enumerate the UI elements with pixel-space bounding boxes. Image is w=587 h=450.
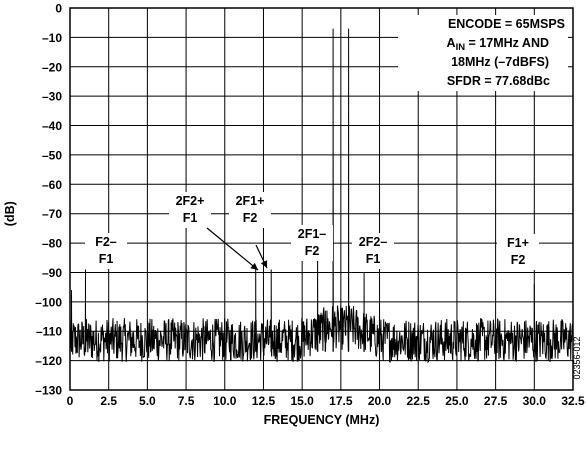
spectrum-group bbox=[69, 28, 574, 364]
annotation-label: F2 bbox=[511, 253, 526, 267]
info-line-1: ENCODE = 65MSPS bbox=[448, 17, 565, 31]
info-box: ENCODE = 65MSPS AIN = 17MHz AND 18MHz (–… bbox=[398, 15, 568, 91]
info-line-2-rest: = 17MHz AND bbox=[465, 36, 549, 50]
annotations: F2– F1 2F2+ F1 2F1+ F2 2F1– F2 2F2– F1 F1+ F2 bbox=[85, 192, 539, 271]
annotation-background bbox=[229, 192, 271, 228]
x-tick-label: 10.0 bbox=[213, 394, 237, 408]
y-tick-label: –40 bbox=[42, 119, 62, 133]
info-line-4: SFDR = 77.68dBc bbox=[447, 74, 550, 88]
annotation-background bbox=[85, 233, 127, 269]
info-line-2: AIN = 17MHz AND bbox=[447, 36, 549, 53]
annotation-arrow bbox=[206, 227, 259, 271]
y-tick-label: –110 bbox=[36, 325, 62, 339]
x-tick-label: 17.5 bbox=[329, 394, 353, 408]
x-tick-label: 30.0 bbox=[523, 394, 547, 408]
y-tick-label: 0 bbox=[55, 2, 62, 16]
x-tick-label: 7.5 bbox=[178, 394, 195, 408]
x-tick-label: 15.0 bbox=[290, 394, 314, 408]
spectrum-trace bbox=[69, 28, 574, 364]
y-tick-label: –90 bbox=[42, 266, 62, 280]
y-tick-label: –70 bbox=[42, 207, 62, 221]
y-tick-label: –80 bbox=[42, 237, 62, 251]
y-tick-label: –30 bbox=[42, 90, 62, 104]
x-tick-label: 2.5 bbox=[100, 394, 117, 408]
info-line-3: 18MHz (–7dBFS) bbox=[451, 55, 549, 69]
annotation-label: F1+ bbox=[507, 236, 529, 250]
x-axis-title: FREQUENCY (MHz) bbox=[264, 413, 380, 427]
info-line-2-sub: IN bbox=[456, 42, 466, 53]
x-tick-labels: 0 2.5 5.0 7.5 10.0 12.5 15.0 17.5 20.0 22.5 25.0 27… bbox=[67, 394, 585, 408]
annotation-arrowhead bbox=[260, 260, 268, 268]
annotation-background bbox=[169, 192, 211, 228]
annotation-label: F1 bbox=[183, 211, 198, 225]
annotation-label: F2 bbox=[243, 211, 258, 225]
y-tick-label: –100 bbox=[35, 295, 62, 309]
annotation-label: F1 bbox=[366, 252, 381, 266]
x-tick-label: 27.5 bbox=[484, 394, 508, 408]
x-tick-label: 22.5 bbox=[407, 394, 431, 408]
annotation-label: 2F1+ bbox=[236, 194, 265, 208]
annotation-label: F2– bbox=[95, 235, 117, 249]
y-tick-labels: 0 –10 –20 –30 –40 –50 –60 –70 –80 –90 –100 –110 –120… bbox=[35, 2, 62, 398]
y-tick-label: –50 bbox=[42, 148, 62, 162]
x-tick-label: 20.0 bbox=[368, 394, 392, 408]
annotation-label: 2F2+ bbox=[176, 194, 205, 208]
x-tick-label: 0 bbox=[67, 394, 74, 408]
y-tick-label: –130 bbox=[35, 384, 62, 398]
info-line-2-main: A bbox=[447, 36, 456, 50]
y-tick-label: –20 bbox=[42, 60, 62, 74]
y-tick-label: –10 bbox=[42, 31, 62, 45]
y-axis-title: (dB) bbox=[3, 201, 17, 226]
x-tick-label: 32.5 bbox=[561, 394, 585, 408]
info-box-background bbox=[398, 15, 568, 91]
figure-id: 02356-012 bbox=[572, 336, 582, 379]
annotation-label: 2F2– bbox=[359, 235, 388, 249]
plot-frame bbox=[69, 7, 574, 391]
annotation-background bbox=[352, 233, 394, 269]
annotation-label: F1 bbox=[99, 252, 114, 266]
annotation-background bbox=[291, 225, 333, 261]
x-tick-label: 12.5 bbox=[252, 394, 276, 408]
annotation-background bbox=[497, 234, 539, 270]
annotation-label: 2F1– bbox=[298, 227, 327, 241]
y-tick-label: –120 bbox=[35, 354, 62, 368]
x-tick-label: 25.0 bbox=[445, 394, 469, 408]
x-tick-label: 5.0 bbox=[139, 394, 156, 408]
y-tick-label: –60 bbox=[42, 178, 62, 192]
annotation-label: F2 bbox=[305, 244, 320, 258]
annotation-arrowhead bbox=[250, 262, 258, 270]
